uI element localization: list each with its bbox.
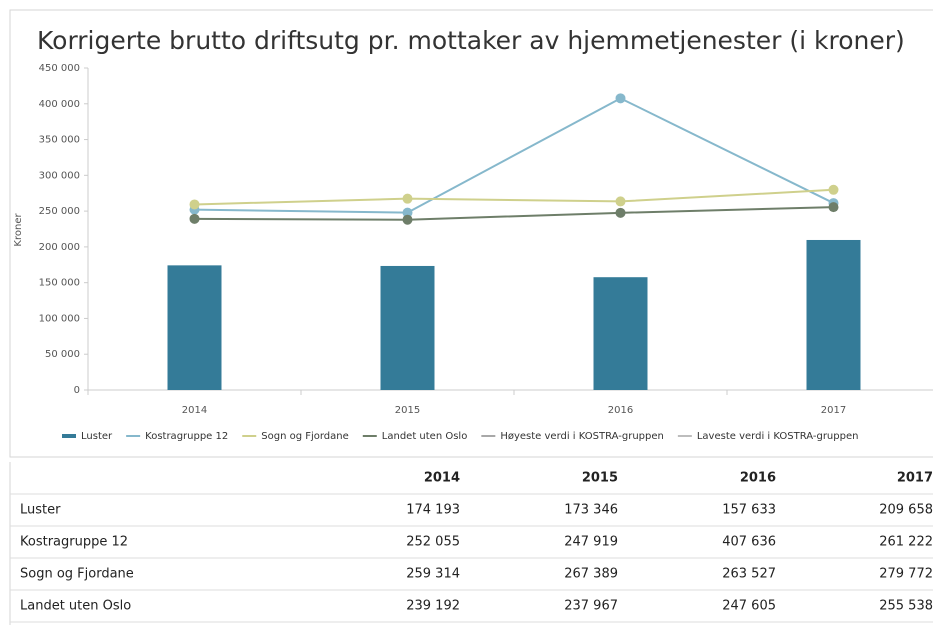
table-cell: 239 192 — [406, 599, 460, 614]
table-cell: Sogn og Fjordane — [20, 567, 134, 582]
table-cell: 247 919 — [564, 535, 618, 550]
point — [402, 214, 413, 225]
legend-label: Landet uten Oslo — [382, 431, 468, 442]
legend-label: Laveste verdi i KOSTRA-gruppen — [697, 431, 859, 442]
table-cell: 259 314 — [406, 567, 460, 582]
point — [828, 184, 839, 195]
bar — [593, 277, 648, 390]
table-cell: 209 658 — [879, 503, 933, 518]
table-cell: 407 636 — [722, 535, 776, 550]
point — [189, 199, 200, 210]
table-header: 2016 — [740, 471, 776, 486]
y-tick-label: 450 000 — [39, 63, 80, 74]
table-cell: 157 633 — [722, 503, 776, 518]
table-cell: 173 346 — [564, 503, 618, 518]
y-tick-label: 200 000 — [39, 242, 80, 253]
bar — [380, 265, 435, 390]
y-tick-label: 150 000 — [39, 278, 80, 289]
table-cell: 279 772 — [879, 567, 933, 582]
point — [828, 202, 839, 213]
table-header: 2014 — [424, 471, 460, 486]
point — [189, 213, 200, 224]
line — [194, 206, 834, 221]
legend-label: Høyeste verdi i KOSTRA-gruppen — [500, 431, 664, 442]
x-tick-label: 2016 — [608, 405, 633, 416]
y-tick-label: 0 — [74, 385, 80, 396]
line — [194, 188, 834, 206]
point — [615, 93, 626, 104]
legend-label: Sogn og Fjordane — [261, 431, 349, 442]
x-tick-label: 2014 — [182, 405, 207, 416]
chart-title: Korrigerte brutto driftsutg pr. mottaker… — [37, 26, 905, 55]
legend-label: Kostragruppe 12 — [145, 431, 228, 442]
legend-label: Luster — [81, 431, 113, 442]
table-cell: 261 222 — [879, 535, 933, 550]
y-tick-label: 100 000 — [39, 313, 80, 324]
table-cell: 255 538 — [879, 599, 933, 614]
table-cell: 237 967 — [564, 599, 618, 614]
table-cell: Landet uten Oslo — [20, 599, 131, 614]
point — [402, 207, 413, 218]
table-cell: 247 605 — [722, 599, 776, 614]
table-cell: Kostragruppe 12 — [20, 535, 128, 550]
chart-frame — [9, 9, 933, 458]
point — [402, 193, 413, 204]
table-cell: 263 527 — [722, 567, 776, 582]
bar — [167, 265, 222, 390]
table-cell: 252 055 — [406, 535, 460, 550]
line — [194, 97, 834, 214]
y-axis-label: Kroner — [13, 213, 24, 247]
table-cell: Luster — [20, 503, 61, 518]
table-cell: 267 389 — [564, 567, 618, 582]
y-tick-label: 400 000 — [39, 99, 80, 110]
y-tick-label: 350 000 — [39, 135, 80, 146]
table-cell: 174 193 — [406, 503, 460, 518]
y-tick-label: 300 000 — [39, 170, 80, 181]
y-tick-label: 250 000 — [39, 206, 80, 217]
x-tick-label: 2015 — [395, 405, 420, 416]
bar — [806, 239, 861, 390]
y-tick-label: 50 000 — [45, 349, 80, 360]
point — [615, 207, 626, 218]
table-header: 2017 — [897, 471, 933, 486]
table-header: 2015 — [582, 471, 618, 486]
x-tick-label: 2017 — [821, 405, 846, 416]
point — [615, 196, 626, 207]
